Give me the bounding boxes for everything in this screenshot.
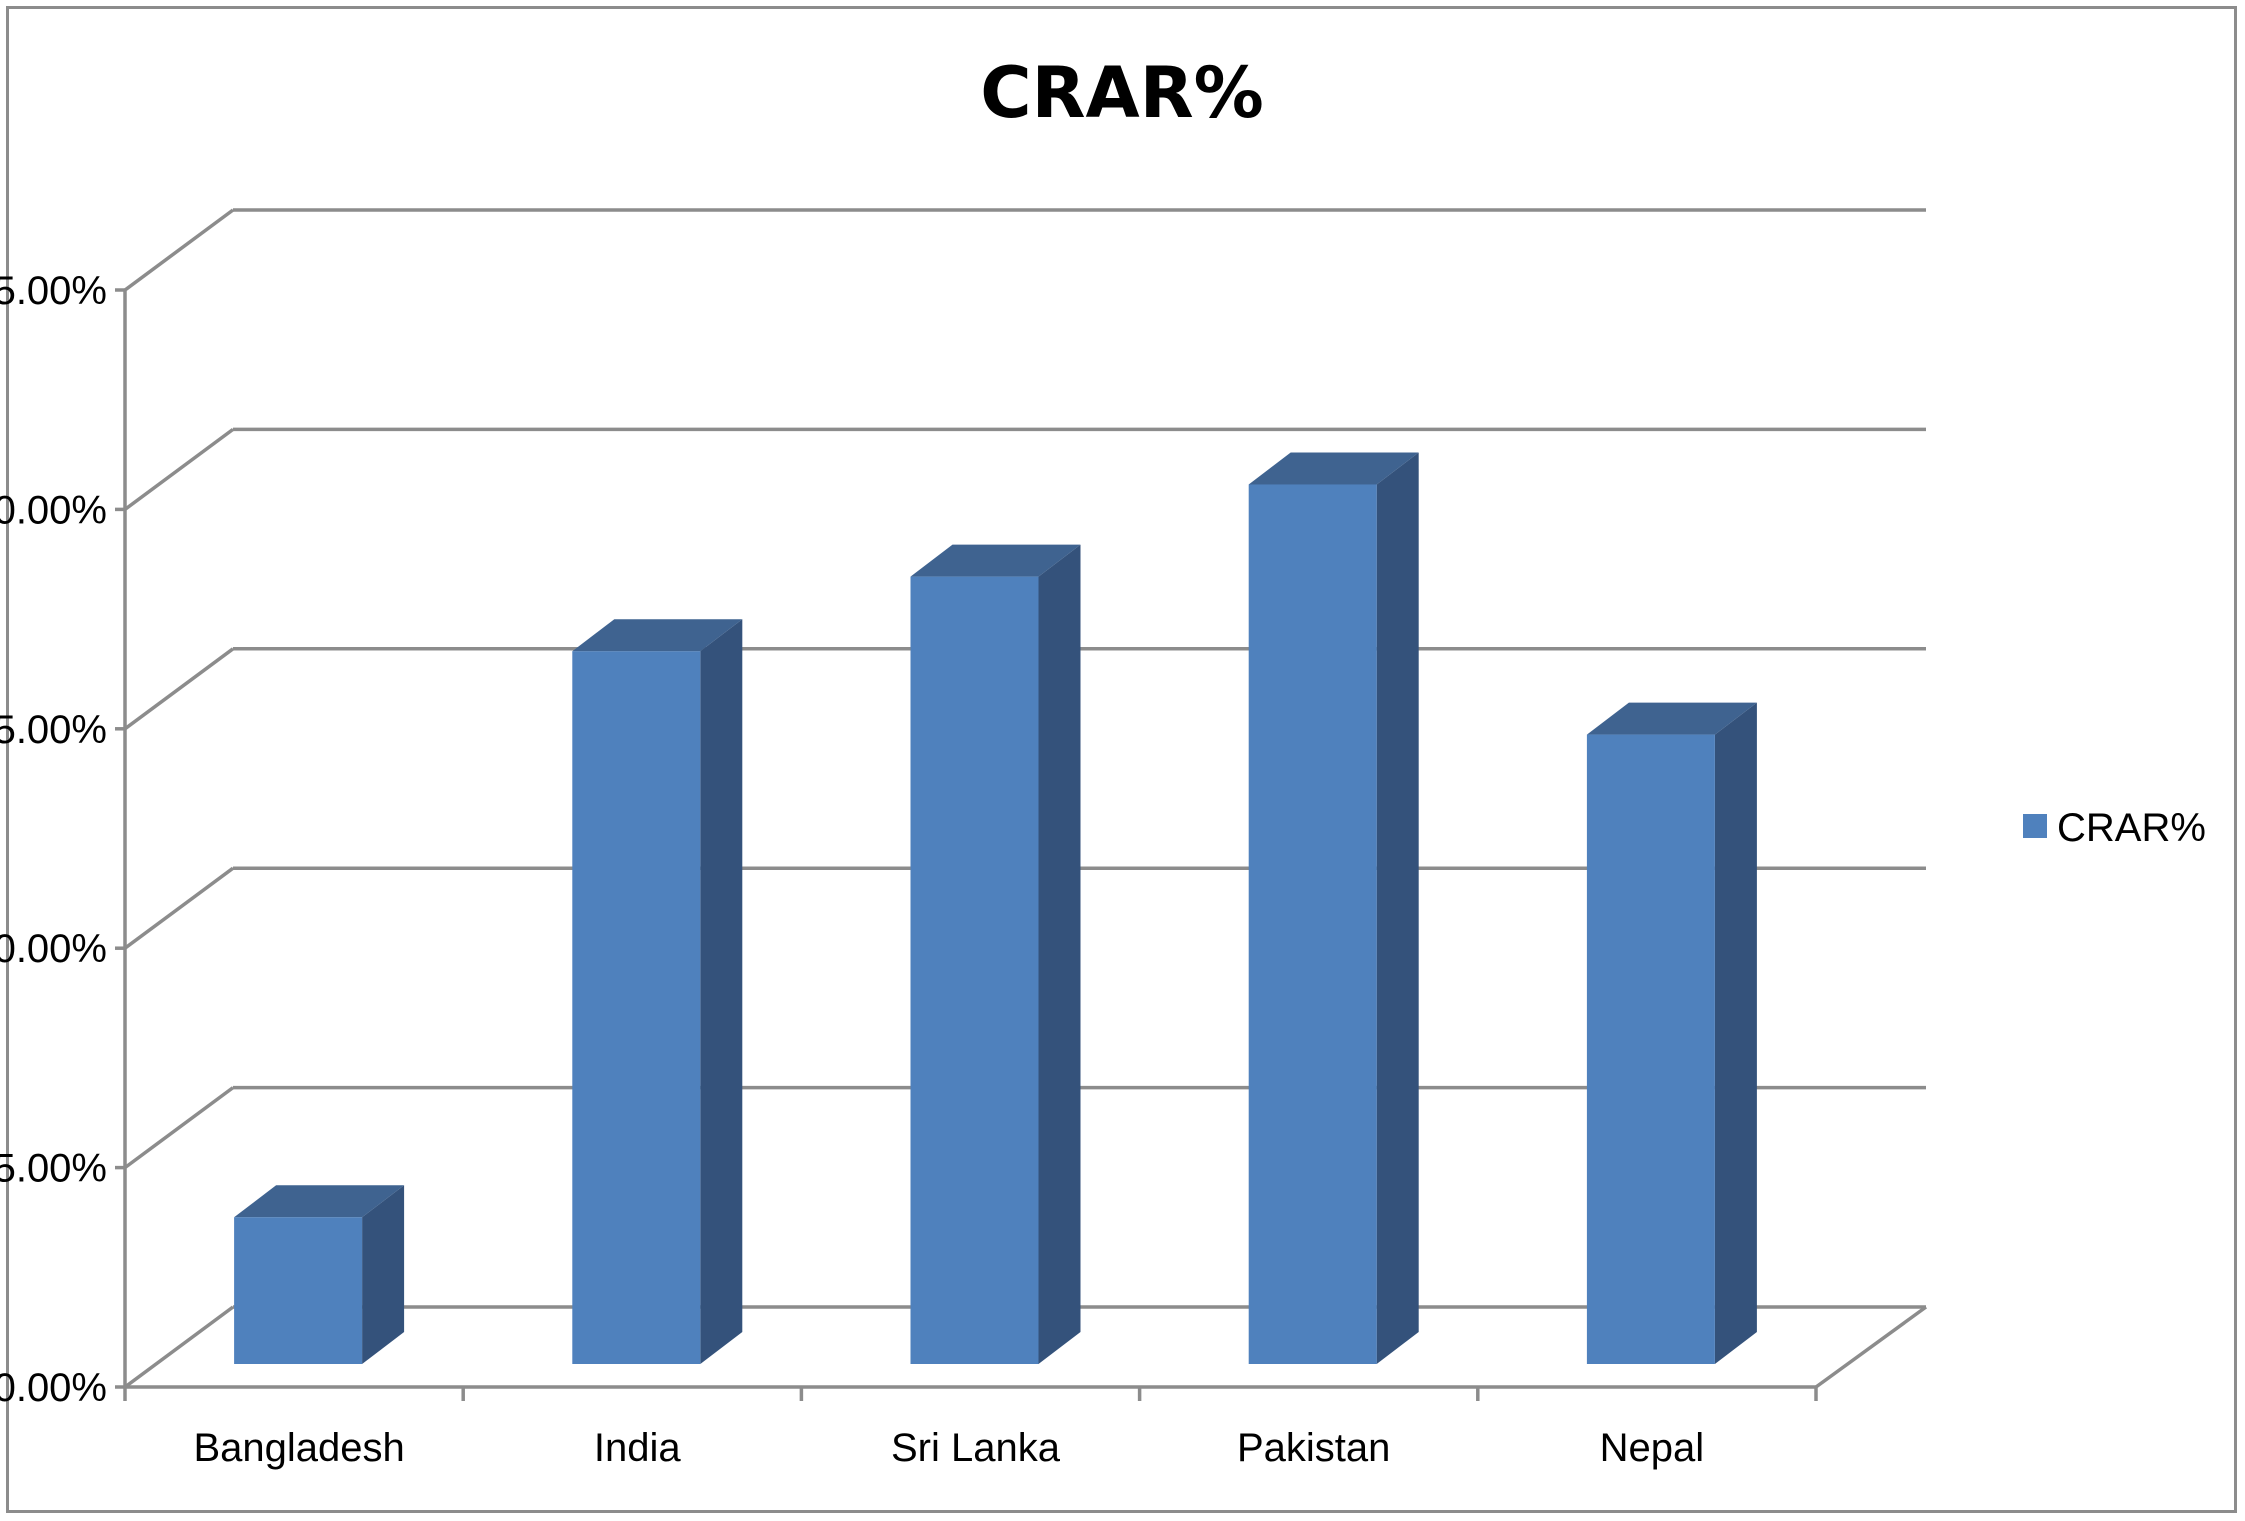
bar-side	[1714, 702, 1757, 1364]
bar-top	[234, 1185, 405, 1218]
side-wall-line	[123, 1086, 235, 1170]
bar-front	[234, 1217, 363, 1364]
y-tick-label: 15.00%	[0, 708, 107, 752]
x-axis-categories: Bangladesh India Sri Lanka Pakistan Nepal	[193, 1426, 1704, 1470]
bar	[910, 544, 1081, 1364]
y-tick-label: 0.00%	[0, 1366, 107, 1410]
chart-title: CRAR%	[980, 52, 1264, 134]
bar-top	[572, 619, 743, 652]
bar-top	[910, 544, 1081, 577]
x-category-label: India	[594, 1426, 681, 1470]
bar-side	[700, 619, 743, 1364]
side-wall-line	[123, 1305, 235, 1389]
bar-front	[572, 651, 701, 1364]
floor-right-edge	[1814, 1305, 1928, 1389]
side-wall-line	[123, 866, 235, 950]
y-axis-ticks: 0.00% 5.00% 10.00% 15.00% 20.00% 25.00%	[0, 269, 107, 1410]
bar-side	[1376, 452, 1419, 1365]
y-tick-label: 25.00%	[0, 269, 107, 313]
side-wall-line	[123, 647, 235, 731]
x-category-label: Pakistan	[1237, 1426, 1390, 1470]
side-wall-line	[123, 208, 235, 292]
bar	[1586, 702, 1757, 1364]
bar-front	[910, 576, 1039, 1364]
bar-front	[1248, 484, 1377, 1365]
bar-side	[362, 1185, 405, 1364]
bar-side	[1038, 544, 1081, 1364]
x-category-label: Nepal	[1600, 1426, 1705, 1470]
y-tick-label: 20.00%	[0, 488, 107, 532]
legend-swatch-crar	[2023, 814, 2047, 838]
y-tick-label: 10.00%	[0, 927, 107, 971]
bar-top	[1586, 702, 1757, 735]
bar	[572, 619, 743, 1364]
y-tick-label: 5.00%	[0, 1147, 107, 1191]
side-wall-line	[123, 427, 235, 511]
x-category-label: Sri Lanka	[891, 1426, 1061, 1470]
x-category-label: Bangladesh	[193, 1426, 404, 1470]
bar	[1248, 452, 1419, 1365]
bars	[234, 452, 1757, 1365]
bar-top	[1248, 452, 1419, 485]
bar	[234, 1185, 405, 1364]
legend: CRAR%	[2023, 806, 2206, 850]
bar-front	[1586, 734, 1715, 1364]
legend-label-crar: CRAR%	[2057, 806, 2206, 850]
